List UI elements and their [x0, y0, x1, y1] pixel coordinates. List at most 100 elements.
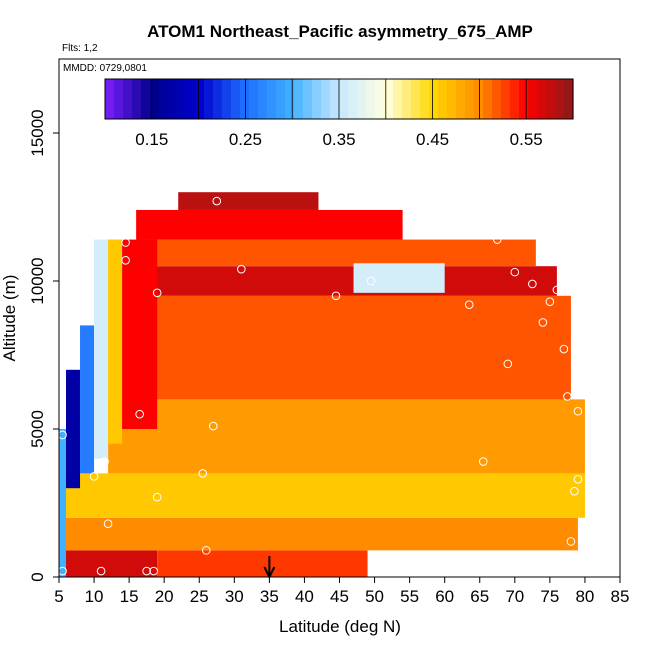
colorbar-segment [366, 79, 376, 119]
colorbar-segment [177, 79, 187, 119]
observation-point [503, 359, 513, 369]
x-tick-label: 70 [505, 587, 524, 606]
heatmap-band [59, 473, 585, 518]
colorbar-segment [483, 79, 493, 119]
colorbar-tick-label: 0.35 [322, 130, 355, 149]
colorbar-segment [384, 79, 394, 119]
latitude-marker-arrow [263, 556, 276, 580]
heatmap-band [150, 295, 571, 400]
observation-point [198, 469, 208, 478]
y-tick-label: 10000 [28, 257, 47, 304]
observation-point [96, 566, 106, 576]
heatmap-band [108, 399, 585, 474]
heatmap-band [136, 239, 536, 267]
x-axis-label: Latitude (deg N) [279, 617, 401, 636]
colorbar-segment [375, 79, 385, 119]
heatmap-band [136, 209, 403, 240]
x-tick-label: 5 [54, 587, 63, 606]
heatmap-profile-cell [66, 369, 81, 489]
colorbar-segment [168, 79, 178, 119]
colorbar-segment [339, 79, 349, 119]
colorbar-segment [213, 79, 223, 119]
colorbar-segment [150, 79, 160, 119]
y-axis: 0 5000 10000 15000 [28, 109, 59, 582]
colorbar-segment [276, 79, 286, 119]
colorbar-segment [447, 79, 457, 119]
x-tick-label: 85 [611, 587, 630, 606]
heatmap-band [59, 550, 158, 577]
heatmap-profile-cell [80, 325, 95, 474]
colorbar-segment [519, 79, 529, 119]
observation-point [103, 519, 113, 529]
colorbar-segment [231, 79, 241, 119]
colorbar-segment [357, 79, 367, 119]
observation-point [510, 267, 520, 277]
colorbar-frame [104, 78, 574, 120]
observation-point [149, 566, 158, 576]
colorbar-segment [249, 79, 259, 119]
x-tick-label: 20 [155, 587, 174, 606]
colorbar-segment [195, 79, 205, 119]
heatmap-profile-cell [108, 239, 123, 444]
colorbar-segment [132, 79, 142, 119]
flights-label: Flts: 1,2 [62, 43, 98, 54]
observation-point [79, 238, 88, 247]
colorbar-tick-label: 0.45 [416, 130, 449, 149]
observation-point [121, 255, 130, 265]
chart-title: ATOM1 Northeast_Pacific asymmetry_675_AM… [147, 22, 533, 41]
colorbar-segment [258, 79, 268, 119]
heatmap-band [178, 192, 319, 210]
observation-point [208, 421, 218, 431]
heatmap-band [353, 263, 445, 293]
x-tick-label: 50 [365, 587, 384, 606]
observation-point [366, 276, 376, 286]
colorbar-segment [537, 79, 547, 119]
x-tick-label: 60 [435, 587, 454, 606]
colorbar-tick-label: 0.25 [229, 130, 262, 149]
x-tick-label: 75 [540, 587, 559, 606]
y-tick-label: 5000 [28, 410, 47, 448]
colorbar-segment [528, 79, 538, 119]
x-tick-label: 25 [190, 587, 209, 606]
observation-point [152, 288, 162, 298]
observation-point [331, 291, 341, 301]
observation-point [135, 409, 144, 419]
colorbar-segment [294, 79, 304, 119]
colorbar-segment [186, 79, 196, 119]
colorbar-segment [240, 79, 250, 119]
dates-label: MMDD: 0729,0801 [63, 63, 147, 74]
observation-point [538, 318, 548, 327]
y-tick-label: 15000 [28, 109, 47, 156]
colorbar-segment [348, 79, 358, 119]
x-tick-label: 45 [330, 587, 349, 606]
observation-point [89, 472, 99, 481]
y-tick-label: 0 [28, 572, 47, 581]
observation-point [566, 537, 576, 546]
colorbar-segment [321, 79, 331, 119]
colorbar-segment [114, 79, 124, 119]
x-tick-label: 10 [85, 587, 104, 606]
colorbar-segment [204, 79, 214, 119]
heatmap-band [143, 266, 557, 296]
observation-point [573, 406, 583, 416]
colorbar-segment [411, 79, 421, 119]
observation-point [570, 486, 579, 496]
colorbar-tick-label: 0.55 [510, 130, 543, 149]
x-tick-label: 15 [120, 587, 139, 606]
colorbar-segment [438, 79, 448, 119]
observation-point [478, 457, 488, 466]
colorbar-segment [474, 79, 484, 119]
colorbar-segment [510, 79, 520, 119]
colorbar-segment [330, 79, 340, 119]
observation-point [552, 285, 562, 295]
colorbar-segment [501, 79, 511, 119]
observation-point [100, 457, 109, 466]
heatmap-profile-cell [122, 239, 158, 429]
arrow-head [263, 566, 276, 580]
observation-point [212, 196, 222, 206]
observation-point [492, 235, 502, 244]
colorbar-segment [564, 79, 574, 119]
x-tick-label: 35 [260, 587, 279, 606]
heatmap-band [157, 550, 368, 577]
